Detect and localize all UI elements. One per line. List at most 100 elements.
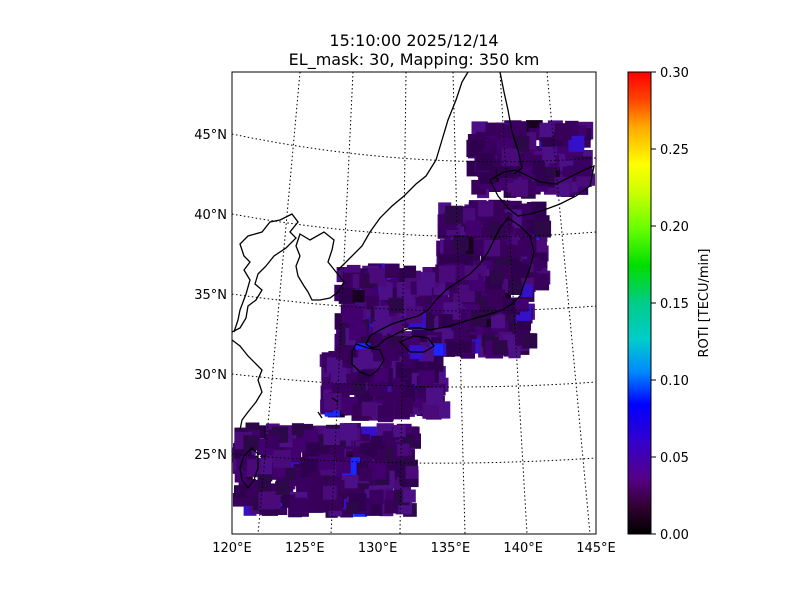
roti-cell [459,340,472,353]
roti-cell [453,235,469,251]
roti-cell [376,284,391,300]
roti-cell [491,314,505,329]
roti-cell [511,263,527,278]
roti-cell [338,288,355,304]
roti-cell [444,338,463,357]
roti-cell [368,461,387,480]
meridian-125 [257,72,301,534]
roti-cell [405,466,419,479]
roti-cell [418,370,435,386]
roti-cell [323,428,340,445]
roti-cell [396,397,413,414]
coastlines [232,72,595,490]
roti-cell [466,139,484,158]
roti-cell [534,220,552,238]
roti-cell [453,328,468,343]
roti-cell [375,316,392,332]
longitude-labels: 120°E 125°E 130°E 135°E 140°E 145°E [212,541,616,556]
roti-cell [397,443,410,456]
roti-cell [369,489,384,504]
map-title-mask: EL_mask: 30, Mapping: 350 km [288,50,540,69]
lon-label: 135°E [431,541,471,556]
colorbar-tick-label: 0.10 [660,374,689,389]
meridian-150 [546,72,591,534]
roti-cell [324,393,342,411]
roti-cell [377,405,394,422]
meridian-145 [499,72,528,534]
roti-cell [346,501,359,514]
roti-cell [369,268,385,284]
roti-cell [426,387,444,405]
coast-okinawa [317,397,339,419]
roti-cell [393,424,406,438]
coast-continent [232,213,299,333]
roti-cell [465,220,482,237]
roti-cell [319,454,335,470]
lon-label: 125°E [285,541,325,556]
roti-cell [344,475,358,489]
colorbar-tick-label: 0.15 [660,297,689,312]
lon-label: 140°E [503,541,543,556]
colorbar-tick-label: 0.20 [660,220,689,235]
lon-label: 130°E [358,541,398,556]
coast-china-east [232,339,263,431]
roti-cell [556,183,570,197]
roti-data-layer [232,120,595,518]
roti-cell [445,205,463,224]
meridian-135 [399,72,407,534]
colorbar-ticks: 0.00 0.05 0.10 0.15 0.20 0.25 0.30 [651,66,689,543]
coast-sakhalin [499,72,523,175]
roti-cell [406,306,423,324]
roti-cell [306,442,321,457]
roti-cell [554,123,572,140]
latitude-labels: 25°N 30°N 35°N 40°N 45°N [194,128,227,463]
roti-cell [485,122,499,136]
roti-cell [374,367,389,383]
roti-cell [357,370,371,383]
roti-cell [515,298,529,312]
roti-cell [476,153,494,171]
colorbar-tick-label: 0.25 [660,143,689,158]
roti-cell [275,480,290,495]
coast-hokkaido [489,164,595,217]
roti-cell [340,304,359,323]
lat-label: 25°N [194,448,227,463]
roti-cell [257,479,271,493]
roti-cell [505,244,519,259]
roti-cell [247,459,262,474]
coast-honshu-north [365,217,535,349]
roti-cell [492,340,508,355]
colorbar-label: ROTI [TECU/min] [697,249,712,358]
roti-cell [382,431,396,444]
roti-cell [438,314,453,329]
colorbar: 0.00 0.05 0.10 0.15 0.20 0.25 0.30 ROTI [TECU/… [627,66,712,543]
roti-cell [339,423,358,441]
roti-cell [517,240,535,257]
colorbar-tick-label: 0.05 [660,451,689,466]
roti-cell [478,201,494,217]
roti-cell [363,442,378,457]
roti-cell [402,489,416,503]
roti-cell [568,135,585,152]
roti-cell [336,346,350,360]
roti-cell [487,289,506,308]
roti-cell [309,495,327,513]
roti-cell [291,423,304,436]
roti-cell [402,434,415,447]
roti-cell [511,179,529,197]
roti-cell [234,485,247,498]
roti-cell [393,464,406,478]
roti-cell [243,435,259,451]
coast-shikoku [398,335,435,353]
parallel-45 [232,133,596,163]
roti-cell [403,265,417,279]
meridian-140 [452,72,466,534]
lon-label: 120°E [212,541,252,556]
roti-cell [292,438,307,453]
meridian-130 [330,72,354,534]
roti-cell [518,152,533,167]
roti-cell [460,208,476,223]
roti-cell [290,497,308,515]
parallel-35 [232,293,596,312]
